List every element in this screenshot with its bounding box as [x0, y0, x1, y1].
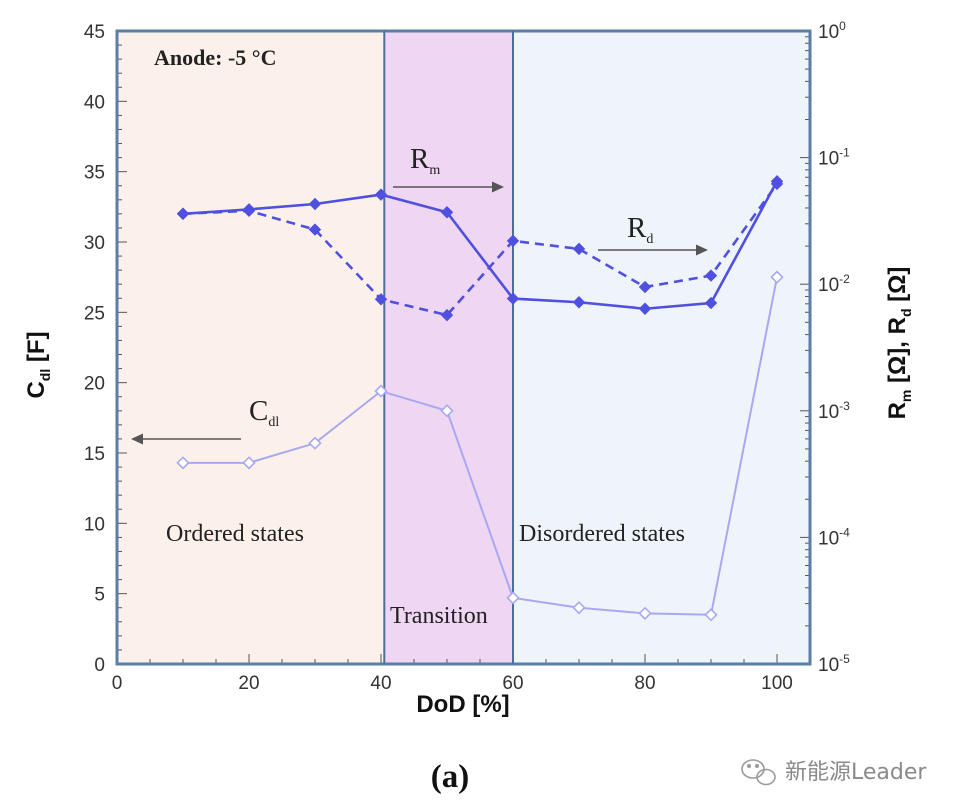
series-line-R_m [182, 180, 779, 311]
left-y-tick-label: 30 [84, 233, 105, 254]
watermark: 新能源Leader [741, 759, 927, 786]
marker-R_d [440, 308, 454, 322]
wechat-icon [741, 759, 776, 786]
x-axis-title: DoD [%] [416, 691, 509, 718]
series-layer [176, 175, 784, 622]
x-tick-labels: 0 20 40 60 80 100 [112, 673, 793, 694]
marker-C_dl [572, 601, 586, 615]
marker-R_d [374, 293, 388, 306]
left-y-tick-label: 25 [84, 303, 105, 324]
marker-R_m [440, 206, 454, 219]
rm-label: Rm [410, 143, 440, 178]
marker-R_d [308, 223, 322, 236]
marker-R_d [176, 207, 190, 220]
marker-R_d [704, 269, 718, 282]
x-tick-label: 60 [502, 673, 523, 694]
marker-R_m [704, 296, 718, 310]
x-tick-label: 100 [761, 673, 793, 694]
marker-R_m [638, 302, 652, 315]
right-y-axis-title: Rm [Ω], Rd [Ω] [884, 267, 914, 420]
marker-R_d [770, 177, 784, 191]
marker-C_dl [308, 436, 322, 450]
marker-C_dl [242, 456, 256, 470]
cdl-arrow-head [131, 433, 143, 445]
rm-arrow-head [492, 181, 504, 193]
left-y-tick-label: 15 [84, 444, 105, 465]
left-y-axis-title: Cdl [F] [23, 331, 53, 398]
marker-R_m [572, 296, 586, 309]
left-y-tick-label: 40 [84, 92, 105, 113]
right-y-tick-label: 10-4 [818, 525, 850, 549]
marker-C_dl [506, 591, 520, 605]
series-line-C_dl [183, 276, 778, 616]
left-y-tick-label: 20 [84, 374, 105, 395]
right-y-tick-label: 10-5 [818, 652, 850, 676]
right-y-tick-label: 10-1 [818, 146, 850, 170]
region-transition [384, 31, 513, 664]
marker-C_dl [374, 384, 388, 398]
marker-R_d [572, 242, 586, 256]
left-y-tick-label: 0 [94, 655, 105, 676]
plot-frame [115, 29, 812, 666]
region-disordered [513, 31, 810, 664]
left-y-tick-label: 35 [84, 163, 105, 184]
left-y-tick-label: 10 [84, 514, 105, 535]
right-y-tick-label: 10-2 [818, 272, 850, 296]
marker-R_d [638, 280, 652, 294]
rd-arrow-head [696, 244, 708, 256]
marker-C_dl [176, 456, 190, 470]
transition-label: Transition [390, 603, 488, 629]
x-tick-label: 40 [370, 673, 391, 694]
x-tick-label: 80 [634, 673, 655, 694]
left-y-tick-label: 45 [84, 22, 105, 43]
anode-label: Anode: -5 °C [154, 45, 276, 70]
series-line-R_d [182, 183, 779, 317]
marker-C_dl [770, 270, 784, 284]
cdl-label: Cdl [249, 395, 279, 430]
right-y-tick-label: 10-3 [818, 399, 850, 423]
watermark-text: 新能源Leader [785, 760, 927, 785]
marker-R_d [506, 234, 520, 248]
right-y-tick-labels: 10-5 10-4 10-3 10-2 10-1 100 [818, 19, 850, 676]
marker-R_m [308, 197, 322, 211]
background-regions [117, 31, 810, 664]
marker-R_m [506, 292, 520, 305]
left-y-tick-label: 5 [94, 585, 105, 606]
rd-label: Rd [627, 212, 653, 247]
disordered-states-label: Disordered states [519, 521, 685, 547]
left-y-tick-labels: 0 5 10 15 20 25 30 35 40 45 [84, 22, 105, 676]
marker-C_dl [704, 608, 718, 622]
marker-C_dl [440, 404, 454, 418]
x-tick-label: 20 [238, 673, 259, 694]
ordered-states-label: Ordered states [166, 521, 304, 547]
right-y-tick-label: 100 [818, 19, 846, 43]
marker-R_m [374, 188, 388, 201]
panel-label: (a) [431, 759, 469, 795]
marker-R_d [242, 204, 256, 218]
x-tick-label: 0 [112, 673, 123, 694]
marker-C_dl [638, 606, 652, 620]
region-ordered [117, 31, 385, 664]
